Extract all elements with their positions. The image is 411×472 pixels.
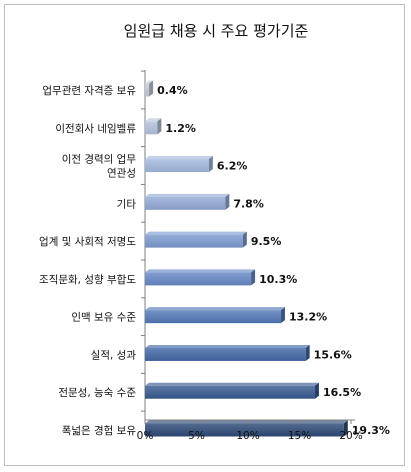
value-label: 7.8%	[233, 197, 264, 210]
value-label: 6.2%	[217, 160, 248, 173]
category-label: 이전회사 네임벨류	[55, 122, 136, 135]
bar-front-face	[145, 234, 243, 248]
bar-top-face	[145, 231, 247, 235]
bar-front-face	[145, 423, 344, 437]
bar-side-face	[251, 269, 256, 286]
bar-side-face	[314, 382, 319, 399]
bar-top-face	[145, 118, 162, 122]
bar-front-face	[145, 159, 209, 173]
bar	[145, 193, 230, 210]
x-tick-label: 15%	[288, 430, 311, 442]
value-label: 13.2%	[289, 311, 327, 324]
bar-side-face	[242, 231, 247, 248]
value-label: 15.6%	[314, 348, 352, 361]
bar-side-face	[208, 156, 213, 173]
bar-side-face	[149, 80, 154, 97]
x-tick-labels: 0% 5% 10% 15% 20%	[137, 420, 363, 442]
bar-front-face	[145, 385, 315, 399]
category-label: 전문성, 능숙 수준	[58, 387, 136, 399]
x-tick-label: 5%	[188, 430, 205, 442]
value-labels: 0.4% 1.2% 6.2% 7.8% 9.5% 10.3% 13.2% 15.6% 16.5%…	[157, 84, 390, 437]
value-label: 16.5%	[323, 386, 361, 399]
bar	[145, 420, 348, 437]
value-label: 10.3%	[259, 273, 297, 286]
category-label: 업계 및 사회적 저명도	[39, 235, 136, 248]
bar	[145, 307, 285, 324]
bar-top-face	[145, 193, 230, 197]
category-label: 인맥 보유 수준	[71, 312, 136, 324]
x-tick-label: 10%	[236, 430, 259, 442]
category-label: 업무관련 자격증 보유	[42, 84, 136, 97]
bar-top-face	[145, 420, 348, 424]
bar	[145, 231, 247, 248]
bar-side-face	[157, 118, 162, 135]
x-tick-label: 20%	[339, 430, 362, 442]
value-label: 1.2%	[165, 122, 196, 135]
category-label: 이전 경력의 업무 연관성	[62, 153, 137, 180]
bar	[145, 344, 310, 361]
category-label: 기타	[117, 198, 137, 210]
bar-side-face	[343, 420, 348, 437]
value-label: 19.3%	[352, 424, 390, 437]
bar-side-face	[280, 307, 285, 324]
bar-side-face	[305, 344, 310, 361]
chart-title: 임원급 채용 시 주요 평가기준	[124, 22, 309, 40]
value-label: 9.5%	[251, 235, 282, 248]
category-label: 폭넓은 경험 보유	[62, 424, 137, 437]
x-tick-label: 0%	[137, 430, 154, 442]
bar	[145, 80, 154, 97]
bar	[145, 382, 319, 399]
bar-front-face	[145, 272, 252, 286]
bar-top-face	[145, 344, 310, 348]
bar-front-face	[145, 310, 281, 324]
bar-front-face	[145, 121, 158, 135]
bars	[145, 80, 348, 437]
bar-front-face	[145, 347, 306, 361]
bar-front-face	[145, 83, 150, 97]
bar	[145, 269, 256, 286]
bar	[145, 156, 213, 173]
bar-top-face	[145, 382, 319, 386]
bar-top-face	[145, 269, 256, 273]
bar-top-face	[145, 307, 285, 311]
bar	[145, 118, 162, 135]
value-label: 0.4%	[157, 84, 188, 97]
bar-top-face	[145, 80, 154, 84]
category-label: 조직문화, 성향 부합도	[39, 274, 136, 286]
category-label: 실적, 성과	[91, 349, 137, 361]
bar-top-face	[145, 156, 213, 160]
bar-front-face	[145, 196, 226, 210]
bar-side-face	[225, 193, 230, 210]
